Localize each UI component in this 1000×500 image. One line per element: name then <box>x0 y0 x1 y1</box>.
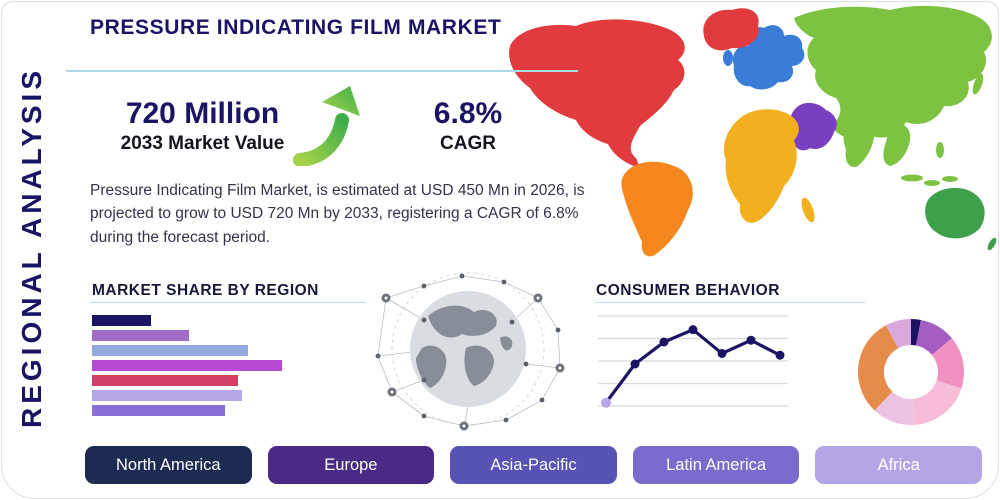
market-share-bar-chart <box>92 315 382 420</box>
donut-slice-pale-pink <box>858 319 964 425</box>
map-new-zealand <box>987 237 997 251</box>
panel-top-rule <box>66 70 578 72</box>
bar <box>92 390 243 401</box>
map-middle-east <box>789 102 837 151</box>
side-label: REGIONAL ANALYSIS <box>16 67 47 429</box>
map-indonesia <box>901 174 923 182</box>
donut-slice-orange <box>858 319 964 425</box>
cagr-value: 6.8% <box>433 97 503 130</box>
map-philippines <box>936 142 944 158</box>
region-button-asia-pacific[interactable]: Asia-Pacific <box>450 446 617 484</box>
map-madagascar <box>801 197 815 223</box>
consumer-behavior-heading: CONSUMER BEHAVIOR <box>596 282 780 299</box>
region-donut-chart <box>858 319 964 425</box>
bar <box>92 315 151 326</box>
data-point-marker <box>688 325 698 335</box>
bar <box>92 330 189 341</box>
region-button-latin-america[interactable]: Latin America <box>632 446 800 484</box>
bar <box>92 360 282 371</box>
map-africa <box>723 109 799 223</box>
market-value: 720 Million <box>125 97 280 130</box>
map-north-america <box>509 19 685 169</box>
map-south-america <box>621 161 693 257</box>
cagr-caption: CAGR <box>440 133 496 154</box>
map-united-kingdom <box>723 50 733 66</box>
region-button-north-america[interactable]: North America <box>85 446 252 484</box>
market-value-stat: 720 Million 2033 Market Value <box>95 97 310 155</box>
data-point-marker <box>775 350 785 360</box>
market-value-caption: 2033 Market Value <box>120 133 285 154</box>
data-point-marker <box>717 348 727 358</box>
data-point-marker <box>746 335 756 345</box>
bar <box>92 375 239 386</box>
map-southeast-asia <box>883 122 911 166</box>
map-indonesia <box>942 176 958 182</box>
world-map <box>509 5 997 257</box>
map-india <box>843 115 875 168</box>
cagr-stat: 6.8% CAGR <box>408 97 528 155</box>
donut-slice-lilac <box>858 319 964 425</box>
data-point-marker <box>659 337 669 347</box>
donut-slice-pink <box>858 319 964 425</box>
market-description: Pressure Indicating Film Market, is esti… <box>90 182 585 246</box>
consumer-behavior-rule <box>595 302 865 303</box>
market-share-heading: MARKET SHARE BY REGION <box>92 282 319 299</box>
page-title: PRESSURE INDICATING FILM MARKET <box>90 16 502 39</box>
data-point-marker <box>630 359 640 369</box>
growth-arrow-icon <box>293 86 360 166</box>
data-point-marker <box>601 397 611 408</box>
map-indonesia <box>924 180 940 186</box>
region-button-europe[interactable]: Europe <box>267 446 435 484</box>
map-australia <box>925 187 985 239</box>
market-share-rule <box>90 302 366 303</box>
bar <box>92 345 248 356</box>
consumer-behavior-line-chart <box>598 315 788 408</box>
bar <box>92 405 225 416</box>
globe-network-illustration <box>375 272 565 431</box>
region-button-africa[interactable]: Africa <box>815 446 982 484</box>
region-button-row: North America Europe Asia-Pacific Latin Ame… <box>85 446 982 484</box>
map-asia <box>794 5 992 139</box>
map-japan <box>972 73 984 95</box>
map-greenland <box>703 8 759 51</box>
